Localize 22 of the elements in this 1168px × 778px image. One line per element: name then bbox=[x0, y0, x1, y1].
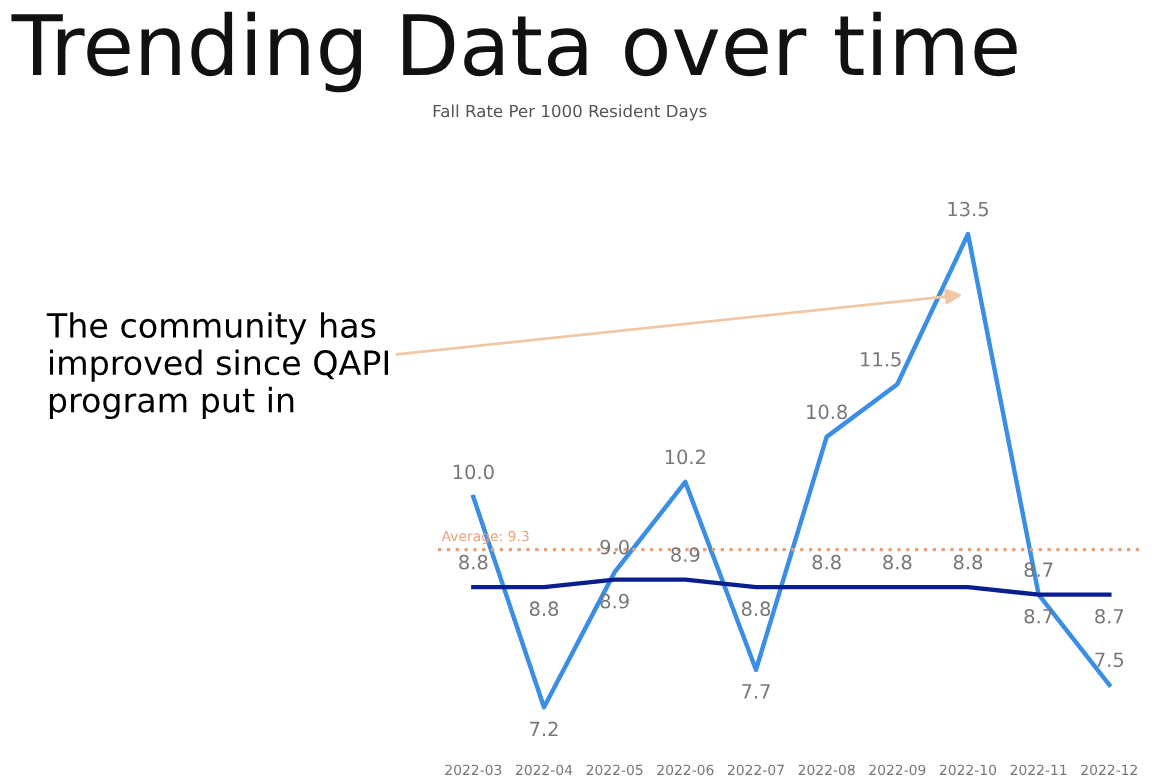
data-label: 10.2 bbox=[665, 449, 706, 465]
data-label: 8.7 bbox=[1095, 608, 1124, 624]
annotation: The community has improved since QAPI program put in bbox=[46, 312, 388, 420]
data-label: 8.8 bbox=[812, 554, 841, 570]
data-label: 8.9 bbox=[600, 593, 629, 609]
data-label: 9.0 bbox=[600, 539, 629, 555]
data-label: 8.8 bbox=[953, 554, 983, 570]
data-label: 13.5 bbox=[948, 201, 988, 217]
data-label: 8.8 bbox=[459, 554, 488, 570]
chart-title: Trending Data over time bbox=[11, 11, 1017, 93]
data-label: 8.7 bbox=[1024, 608, 1053, 624]
data-label: 7.2 bbox=[530, 721, 558, 736]
data-label: 8.9 bbox=[671, 547, 700, 562]
data-label: 8.8 bbox=[529, 601, 559, 617]
data-label: 7.5 bbox=[1095, 652, 1124, 668]
data-label: 7.7 bbox=[742, 684, 770, 699]
data-label: 11.5 bbox=[861, 352, 901, 367]
data-label: 10.8 bbox=[807, 404, 847, 420]
data-label: 8.8 bbox=[883, 554, 912, 570]
chart-subtitle: Fall Rate Per 1000 Resident Days bbox=[433, 104, 707, 121]
data-label: 10.0 bbox=[453, 464, 494, 480]
data-label: 8.8 bbox=[741, 601, 771, 617]
